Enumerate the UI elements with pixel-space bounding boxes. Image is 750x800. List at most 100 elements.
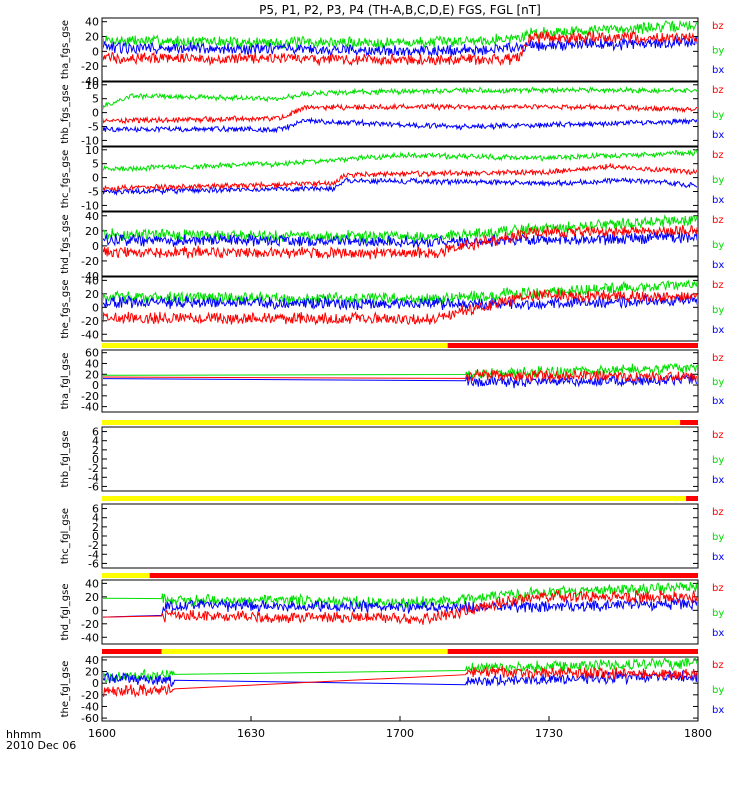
y-tick-label: 5 — [92, 93, 99, 106]
panel-frame — [101, 17, 699, 82]
panel-frame — [101, 146, 699, 212]
y-tick-label: -40 — [81, 270, 99, 283]
series-bx — [103, 116, 697, 134]
y-tick-label: -4 — [88, 548, 99, 561]
y-axis-label: thb_fgl_gse — [60, 431, 71, 488]
y-axis-label: thb_fgs_gse — [60, 84, 71, 143]
y-axis-label: the_fgs_gse — [60, 279, 71, 338]
legend-bz: bz — [712, 430, 724, 441]
series-bz — [103, 369, 697, 384]
y-tick-label: 40 — [85, 274, 99, 287]
status-bar-segment — [447, 343, 698, 348]
y-tick-label: -5 — [88, 121, 99, 134]
legend-by: by — [712, 685, 724, 696]
status-bar-segment — [102, 343, 448, 348]
y-tick-label: -40 — [81, 401, 99, 414]
legend-bx: bx — [712, 195, 724, 206]
y-tick-label: 2 — [92, 521, 99, 534]
series-bx — [103, 176, 697, 196]
legend-bx: bx — [712, 396, 724, 407]
y-tick-label: 4 — [92, 512, 99, 525]
legend-bx: bx — [712, 260, 724, 271]
legend-by: by — [712, 377, 724, 388]
panel-frame — [101, 656, 699, 722]
status-bar-segment — [102, 649, 162, 654]
series-bz — [103, 162, 697, 193]
y-tick-label: 0 — [92, 677, 99, 690]
y-tick-label: 0 — [92, 240, 99, 253]
status-bar-segment — [686, 496, 698, 501]
y-tick-label: 0 — [92, 530, 99, 543]
y-tick-label: 0 — [92, 604, 99, 617]
y-tick-label: 40 — [85, 357, 99, 370]
series-by — [103, 658, 697, 683]
y-tick-label: -20 — [81, 390, 99, 403]
y-tick-label: -10 — [81, 134, 99, 147]
series-bz — [103, 289, 697, 326]
panel-thd_fgs_gse: -40 -20 0 20 40 thd_fgs_gse bz by bx — [60, 210, 724, 283]
y-tick-label: -40 — [81, 700, 99, 713]
y-axis-label: thc_fgs_gse — [60, 150, 71, 209]
y-tick-label: 20 — [85, 31, 99, 44]
status-bar-segment — [447, 649, 698, 654]
y-tick-label: -20 — [81, 60, 99, 73]
x-tick-label: 1630 — [237, 727, 265, 740]
y-tick-label: 4 — [92, 435, 99, 448]
y-axis-label: thd_fgs_gse — [60, 214, 71, 273]
y-tick-label: 20 — [85, 368, 99, 381]
x-tick-label: 1730 — [535, 727, 563, 740]
series-bz — [103, 589, 697, 625]
y-axis-label: thc_fgl_gse — [60, 508, 71, 564]
legend-bx: bx — [712, 628, 724, 639]
panel-frame — [101, 426, 699, 492]
y-tick-label: 20 — [85, 591, 99, 604]
legend-bz: bz — [712, 660, 724, 671]
y-tick-label: 0 — [92, 379, 99, 392]
series-by — [103, 279, 697, 306]
legend-by: by — [712, 240, 724, 251]
y-tick-label: -20 — [81, 255, 99, 268]
y-tick-label: 2 — [92, 444, 99, 457]
y-tick-label: 6 — [92, 426, 99, 439]
legend-bx: bx — [712, 130, 724, 141]
series-bx — [103, 293, 697, 311]
x-tick-label: 1800 — [684, 727, 712, 740]
y-tick-label: 5 — [92, 158, 99, 171]
legend-by: by — [712, 175, 724, 186]
legend-bz: bz — [712, 21, 724, 32]
y-tick-label: 0 — [92, 301, 99, 314]
panel-frame — [101, 276, 699, 342]
y-tick-label: -40 — [81, 75, 99, 88]
y-axis-label: tha_fgl_gse — [60, 353, 71, 410]
time-axis-unit-label: hhmm — [6, 728, 41, 741]
panel-frame — [101, 211, 699, 277]
status-bar-segment — [161, 649, 448, 654]
legend-bx: bx — [712, 65, 724, 76]
figure-title: P5, P1, P2, P3, P4 (TH-A,B,C,D,E) FGS, F… — [259, 3, 541, 17]
legend-bz: bz — [712, 353, 724, 364]
y-tick-label: 40 — [85, 654, 99, 667]
y-tick-label: 0 — [92, 172, 99, 185]
y-tick-label: -20 — [81, 315, 99, 328]
series-bz — [103, 102, 697, 125]
y-tick-label: -60 — [81, 712, 99, 725]
status-bar-segment — [102, 496, 687, 501]
legend-bz: bz — [712, 150, 724, 161]
series-bz — [103, 224, 697, 260]
y-axis-label: the_fgl_gse — [60, 661, 71, 718]
legend-by: by — [712, 305, 724, 316]
y-tick-label: -4 — [88, 471, 99, 484]
series-by — [103, 148, 697, 173]
legend-bz: bz — [712, 215, 724, 226]
panel-frame — [101, 579, 699, 645]
legend-by: by — [712, 455, 724, 466]
y-tick-label: 10 — [85, 144, 99, 157]
y-tick-label: -6 — [88, 480, 99, 493]
